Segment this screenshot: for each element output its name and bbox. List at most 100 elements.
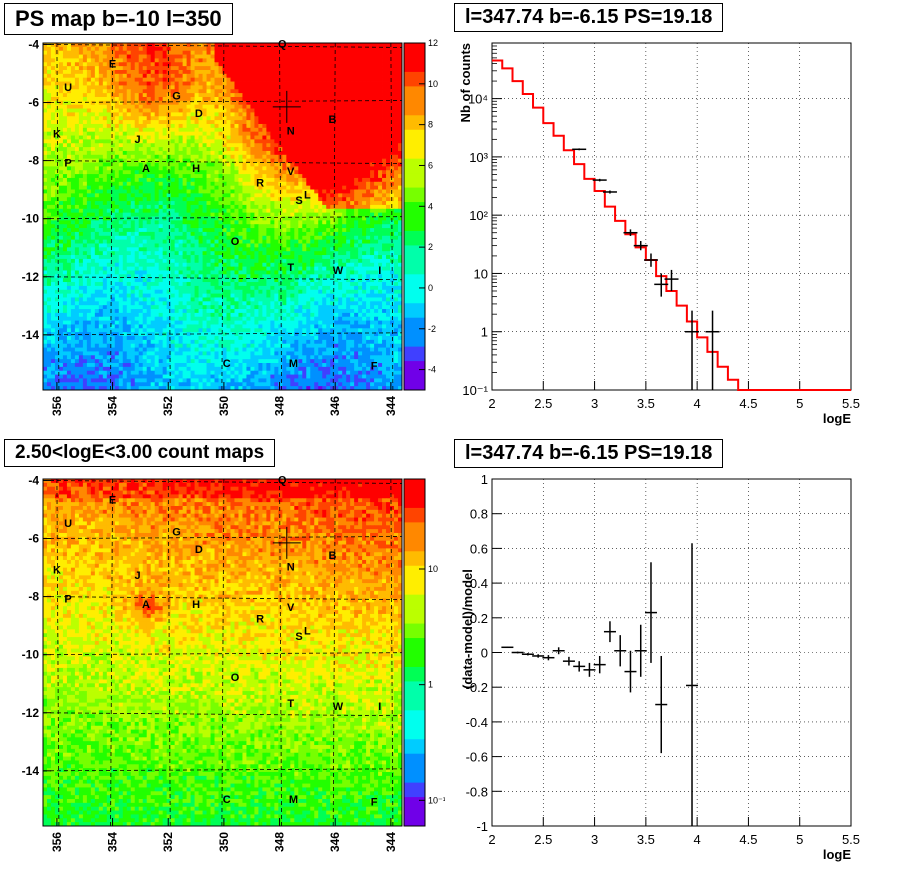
heatmap-cell bbox=[154, 46, 160, 52]
heatmap-cell bbox=[286, 66, 291, 71]
heatmap-cell bbox=[170, 193, 176, 198]
heatmap-cell bbox=[338, 93, 343, 98]
heatmap-cell bbox=[62, 100, 68, 106]
heatmap-cell bbox=[386, 247, 391, 252]
heatmap-cell bbox=[210, 100, 215, 106]
heatmap-cell bbox=[186, 85, 191, 90]
heatmap-cell bbox=[374, 174, 379, 179]
heatmap-cell bbox=[86, 69, 92, 75]
heatmap-cell bbox=[278, 127, 283, 133]
heatmap-cell bbox=[294, 96, 299, 102]
heatmap-cell bbox=[178, 201, 184, 206]
heatmap-cell bbox=[258, 93, 263, 98]
heatmap-cell bbox=[202, 54, 207, 59]
heatmap-cell bbox=[134, 147, 140, 152]
heatmap-cell bbox=[362, 239, 367, 244]
heatmap-cell bbox=[102, 189, 108, 194]
heatmap-cell bbox=[218, 193, 223, 198]
heatmap-cell bbox=[234, 193, 239, 198]
heatmap-cell bbox=[334, 216, 339, 221]
heatmap-cell bbox=[170, 143, 176, 148]
heatmap-cell bbox=[70, 150, 76, 156]
heatmap-cell bbox=[302, 189, 307, 194]
heatmap-cell bbox=[314, 135, 319, 140]
heatmap-cell bbox=[242, 73, 247, 79]
heatmap-cell bbox=[66, 170, 72, 175]
heatmap-cell bbox=[226, 123, 231, 129]
heatmap-cell bbox=[226, 96, 231, 102]
heatmap-cell bbox=[162, 89, 168, 94]
heatmap-cell bbox=[314, 247, 319, 252]
heatmap-cell bbox=[326, 239, 331, 244]
heatmap-cell bbox=[282, 112, 287, 117]
heatmap-cell bbox=[222, 85, 227, 90]
heatmap-cell bbox=[82, 104, 88, 109]
heatmap-cell bbox=[234, 66, 239, 71]
heatmap-cell bbox=[394, 93, 399, 98]
heatmap-cell bbox=[206, 208, 211, 214]
heatmap-cell bbox=[78, 73, 84, 79]
heatmap-cell bbox=[262, 239, 267, 244]
heatmap-cell bbox=[190, 216, 195, 221]
heatmap-cell bbox=[46, 154, 52, 160]
heatmap-cell bbox=[370, 77, 375, 82]
heatmap-cell bbox=[98, 73, 104, 79]
heatmap-cell bbox=[366, 81, 371, 86]
heatmap-cell bbox=[142, 112, 148, 117]
heatmap-cell bbox=[154, 58, 160, 63]
heatmap-cell bbox=[398, 143, 403, 148]
heatmap-cell bbox=[106, 108, 112, 113]
heatmap-cell bbox=[254, 96, 259, 102]
heatmap-cell bbox=[114, 73, 120, 79]
heatmap-cell bbox=[146, 73, 152, 79]
heatmap-cell bbox=[230, 139, 235, 144]
heatmap-cell bbox=[302, 81, 307, 86]
heatmap-cell bbox=[386, 220, 391, 225]
heatmap-cell bbox=[218, 197, 223, 202]
heatmap-cell bbox=[254, 62, 259, 67]
heatmap-cell bbox=[334, 231, 339, 237]
heatmap-cell bbox=[382, 177, 387, 183]
heatmap-cell bbox=[58, 204, 64, 210]
heatmap-cell bbox=[106, 120, 112, 125]
heatmap-cell bbox=[310, 123, 315, 129]
heatmap-cell bbox=[90, 197, 96, 202]
heatmap-cell bbox=[342, 73, 347, 79]
heatmap-cell bbox=[43, 147, 48, 152]
heatmap-cell bbox=[182, 85, 187, 90]
heatmap-cell bbox=[210, 46, 215, 52]
heatmap-cell bbox=[210, 143, 215, 148]
heatmap-cell bbox=[154, 143, 160, 148]
heatmap-cell bbox=[43, 135, 48, 140]
heatmap-cell bbox=[102, 58, 108, 63]
heatmap-cell bbox=[398, 93, 403, 98]
heatmap-cell bbox=[134, 154, 140, 160]
heatmap-cell bbox=[43, 43, 48, 48]
heatmap-cell bbox=[70, 143, 76, 148]
heatmap-cell bbox=[330, 58, 335, 63]
heatmap-cell bbox=[74, 135, 80, 140]
heatmap-cell bbox=[362, 231, 367, 237]
heatmap-cell bbox=[354, 193, 359, 198]
heatmap-cell bbox=[43, 166, 48, 171]
heatmap-cell bbox=[282, 58, 287, 63]
heatmap-cell bbox=[222, 247, 227, 252]
heatmap-cell bbox=[298, 127, 303, 133]
heatmap-cell bbox=[258, 247, 263, 252]
heatmap-cell bbox=[150, 185, 156, 190]
heatmap-cell bbox=[170, 50, 176, 55]
heatmap-cell bbox=[62, 108, 68, 113]
heatmap-cell bbox=[218, 89, 223, 94]
heatmap-cell bbox=[246, 96, 251, 102]
heatmap-cell bbox=[86, 100, 92, 106]
heatmap-cell bbox=[362, 197, 367, 202]
heatmap-cell bbox=[386, 112, 391, 117]
heatmap-cell bbox=[394, 120, 399, 125]
heatmap-cell bbox=[298, 66, 303, 71]
heatmap-cell bbox=[70, 66, 76, 71]
heatmap-cell bbox=[350, 139, 355, 144]
heatmap-cell bbox=[106, 204, 112, 210]
heatmap-cell bbox=[390, 243, 395, 248]
heatmap-cell bbox=[82, 112, 88, 117]
heatmap-cell bbox=[378, 216, 383, 221]
